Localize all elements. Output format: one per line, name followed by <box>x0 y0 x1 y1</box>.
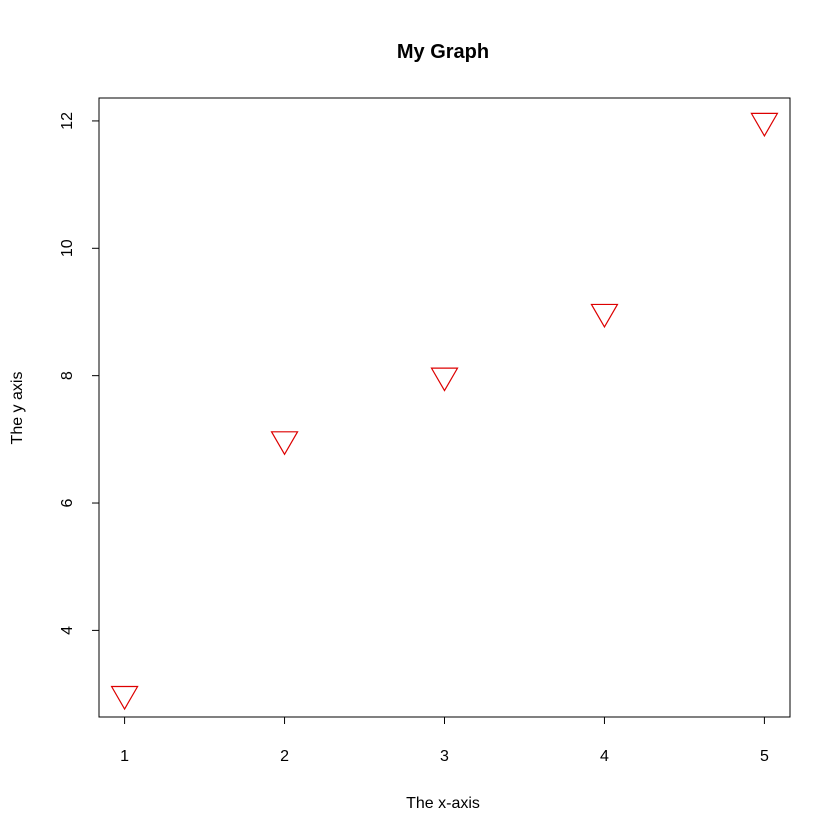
data-points <box>110 112 779 711</box>
x-tick-label: 2 <box>280 748 289 765</box>
x-tick-label: 4 <box>600 748 609 765</box>
x-tick-label: 3 <box>440 748 449 765</box>
data-point <box>750 112 779 138</box>
data-point <box>430 367 459 392</box>
data-point <box>270 431 299 456</box>
y-tick-label: 8 <box>59 371 76 380</box>
y-axis: 4 6 8 10 12 <box>59 112 100 635</box>
data-point <box>590 303 619 329</box>
x-axis-label: The x-axis <box>406 795 480 812</box>
y-tick-label: 10 <box>59 239 76 257</box>
y-tick-label: 4 <box>59 626 76 635</box>
x-tick-label: 5 <box>760 748 769 765</box>
y-tick-label: 6 <box>59 498 76 507</box>
y-tick-label: 12 <box>59 112 76 130</box>
chart-title: My Graph <box>397 41 489 63</box>
y-axis-label: The y axis <box>9 372 26 445</box>
data-point <box>110 685 139 711</box>
x-axis: 1 2 3 4 5 <box>120 716 769 765</box>
x-tick-label: 1 <box>120 748 129 765</box>
plot-frame <box>98 97 791 718</box>
